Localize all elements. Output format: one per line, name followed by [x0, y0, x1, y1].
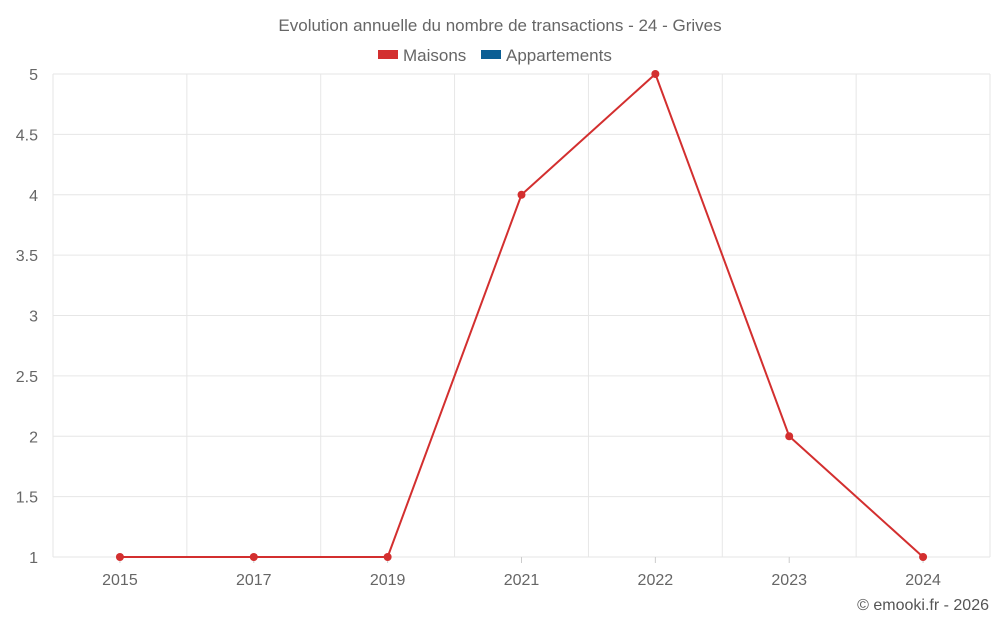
- x-axis: 2015 2017 2019 2021 2022 2023 2024: [102, 557, 941, 589]
- data-point-maisons: [383, 553, 392, 561]
- x-tick-label: 2021: [504, 572, 540, 589]
- y-tick-label: 4.5: [16, 127, 38, 144]
- data-point-maisons: [785, 432, 794, 441]
- data-point-maisons: [517, 190, 526, 199]
- y-tick-label: 1.5: [16, 490, 38, 507]
- data-point-maisons: [651, 70, 660, 78]
- legend-label-maisons: Maisons: [403, 46, 466, 65]
- y-tick-label: 5: [29, 67, 38, 84]
- y-tick-label: 2: [29, 429, 38, 446]
- x-tick-label: 2023: [771, 572, 807, 589]
- y-tick-label: 4: [29, 188, 38, 205]
- data-point-maisons: [919, 553, 928, 561]
- y-tick-label: 2.5: [16, 369, 38, 386]
- x-tick-label: 2019: [370, 572, 406, 589]
- x-tick-label: 2022: [638, 572, 674, 589]
- legend: Maisons Appartements: [378, 46, 612, 65]
- legend-item-appartements[interactable]: Appartements: [481, 46, 612, 65]
- footer-credit: © emooki.fr - 2026: [857, 597, 989, 614]
- y-axis: 1 1.5 2 2.5 3 3.5 4 4.5 5: [16, 67, 38, 567]
- plot-series: [115, 70, 928, 561]
- data-point-maisons: [115, 553, 124, 561]
- y-tick-label: 3.5: [16, 248, 38, 265]
- legend-swatch-appartements: [481, 50, 501, 59]
- legend-label-appartements: Appartements: [506, 46, 612, 65]
- legend-item-maisons[interactable]: Maisons: [378, 46, 466, 65]
- data-point-maisons: [249, 553, 258, 561]
- chart-title: Evolution annuelle du nombre de transact…: [278, 16, 721, 35]
- x-tick-label: 2017: [236, 572, 272, 589]
- x-tick-label: 2024: [905, 572, 941, 589]
- x-tick-label: 2015: [102, 572, 138, 589]
- grid: [52, 73, 991, 558]
- y-tick-label: 1: [29, 550, 38, 567]
- y-tick-label: 3: [29, 309, 38, 326]
- legend-swatch-maisons: [378, 50, 398, 59]
